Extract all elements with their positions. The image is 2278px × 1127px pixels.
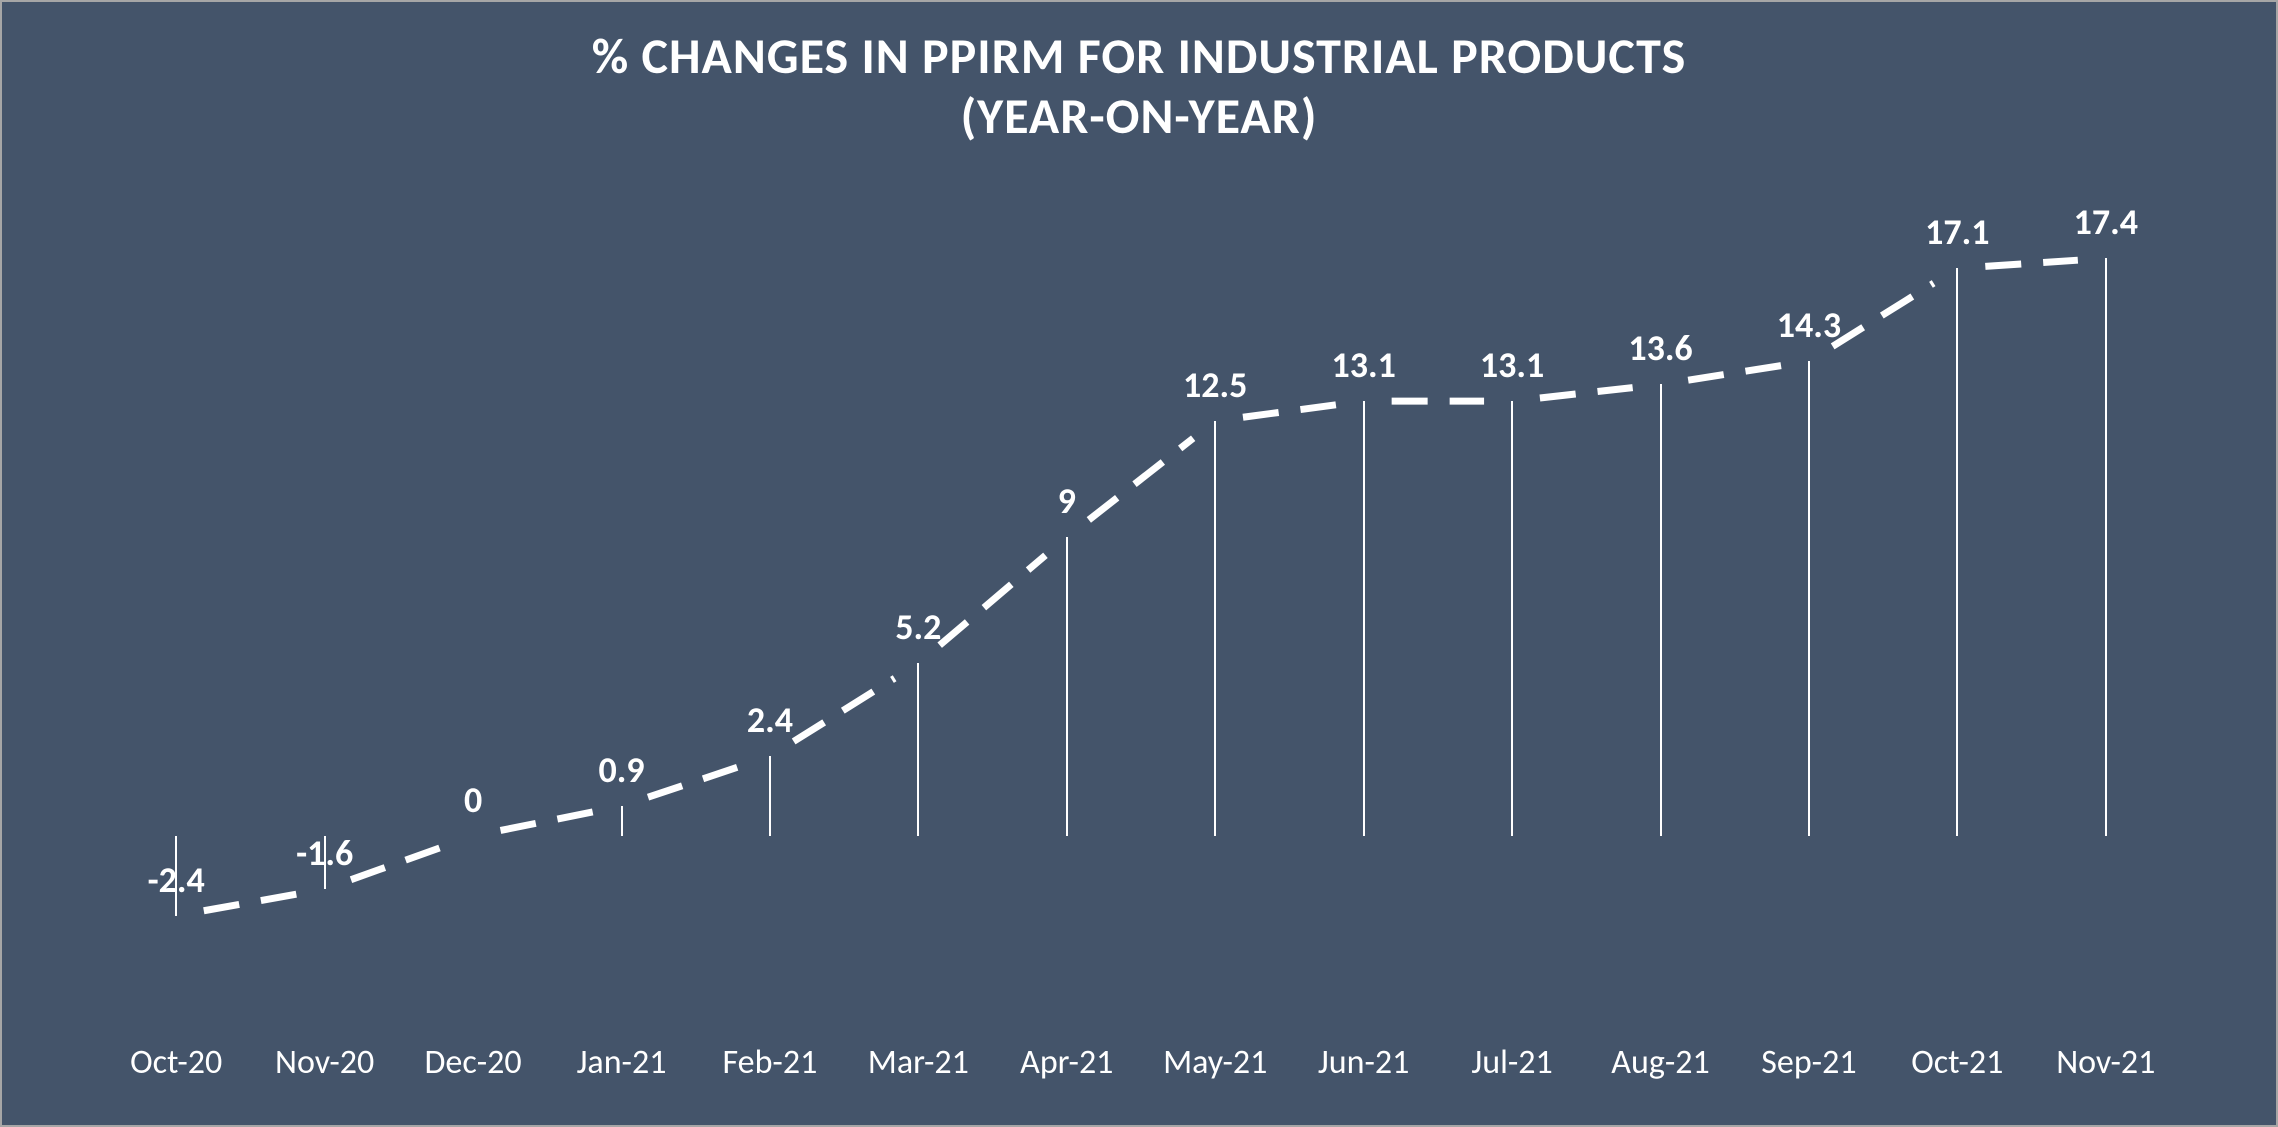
data-label: -1.6 — [296, 831, 353, 875]
x-tick-label: May-21 — [1163, 1042, 1267, 1083]
drop-line — [2105, 258, 2107, 836]
chart-title: % CHANGES IN PPIRM FOR INDUSTRIAL PRODUC… — [2, 27, 2276, 147]
x-tick-label: Nov-20 — [275, 1042, 374, 1083]
drop-line — [1511, 401, 1513, 836]
series-line-layer — [102, 172, 2180, 1002]
data-label: 13.6 — [1628, 326, 1692, 370]
chart-title-line2: (YEAR-ON-YEAR) — [2, 87, 2276, 147]
data-label: 13.1 — [1480, 343, 1544, 387]
series-segment — [1833, 283, 1934, 346]
chart-container: % CHANGES IN PPIRM FOR INDUSTRIAL PRODUC… — [0, 0, 2278, 1127]
x-tick-label: Oct-20 — [130, 1042, 222, 1083]
series-segment — [940, 555, 1046, 645]
drop-line — [1660, 384, 1662, 836]
drop-line — [1066, 537, 1068, 836]
data-label: 5.2 — [895, 605, 941, 649]
series-segment — [648, 765, 743, 797]
series-segment — [501, 812, 595, 831]
series-segment — [1540, 388, 1633, 398]
data-label: 12.5 — [1183, 363, 1247, 407]
x-tick-label: Oct-21 — [1911, 1042, 2003, 1083]
x-tick-label: Feb-21 — [723, 1042, 818, 1083]
drop-line — [917, 663, 919, 836]
drop-line — [1363, 401, 1365, 836]
data-label: 0.9 — [598, 748, 644, 792]
data-label: -2.4 — [148, 858, 205, 902]
series-segment — [1688, 366, 1781, 381]
x-tick-label: Dec-20 — [425, 1042, 522, 1083]
data-label: 17.4 — [2074, 200, 2138, 244]
data-label: 2.4 — [747, 698, 793, 742]
series-segment — [204, 894, 297, 911]
x-tick-label: Jul-21 — [1471, 1042, 1552, 1083]
data-label: 13.1 — [1331, 343, 1395, 387]
data-label: 17.1 — [1925, 210, 1989, 254]
series-segment — [1243, 405, 1336, 417]
series-segment — [1985, 260, 2078, 266]
series-segment — [351, 845, 447, 879]
x-tick-label: Apr-21 — [1020, 1042, 1113, 1083]
series-segment — [794, 678, 895, 741]
data-label: 0 — [464, 778, 482, 822]
x-tick-label: Jun-21 — [1318, 1042, 1409, 1083]
chart-title-line1: % CHANGES IN PPIRM FOR INDUSTRIAL PRODUC… — [2, 27, 2276, 87]
data-label: 9 — [1058, 479, 1076, 523]
series-segment — [1089, 438, 1193, 520]
x-tick-label: Aug-21 — [1611, 1042, 1709, 1083]
plot-area: -2.4Oct-20-1.6Nov-200Dec-200.9Jan-212.4F… — [102, 172, 2180, 1002]
drop-line — [1808, 361, 1810, 836]
x-tick-label: Mar-21 — [868, 1042, 969, 1083]
data-label: 14.3 — [1777, 303, 1841, 347]
drop-line — [1214, 421, 1216, 836]
x-tick-label: Nov-21 — [2056, 1042, 2155, 1083]
x-tick-label: Jan-21 — [577, 1042, 667, 1083]
x-tick-label: Sep-21 — [1761, 1042, 1856, 1083]
drop-line — [769, 756, 771, 836]
drop-line — [621, 806, 623, 836]
drop-line — [1956, 268, 1958, 836]
